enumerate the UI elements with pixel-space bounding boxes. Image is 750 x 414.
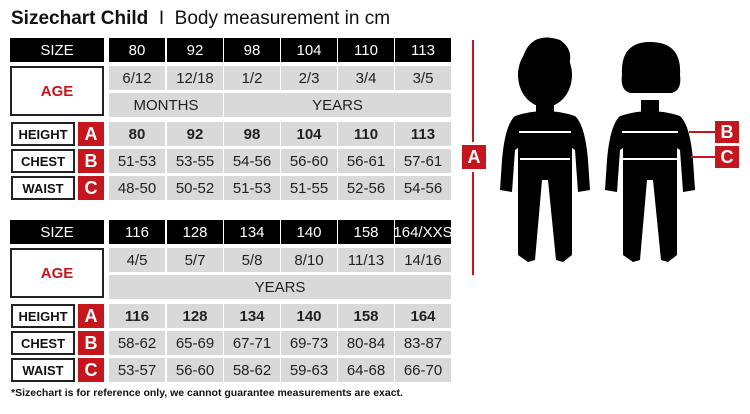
chest-cell: 56-61	[338, 149, 394, 173]
size-header-cell: 164/XXS	[393, 220, 453, 244]
height-cell: 104	[281, 122, 337, 146]
chest-cell: 51-53	[109, 149, 165, 173]
age-cell: 5/8	[224, 248, 280, 272]
height-cell: 98	[224, 122, 280, 146]
girl-silhouette	[605, 42, 695, 262]
age-cell: 14/16	[395, 248, 451, 272]
letter-c-badge: C	[78, 176, 104, 200]
chest-cell: 80-84	[338, 331, 394, 355]
waist-label: WAIST	[11, 176, 75, 200]
boy-silhouette	[500, 37, 590, 262]
waist-cell: 53-57	[109, 358, 165, 382]
size-header-cell: 92	[167, 38, 223, 62]
letter-b-badge: B	[78, 149, 104, 173]
waist-cell: 66-70	[395, 358, 451, 382]
chest-cell: 56-60	[281, 149, 337, 173]
size-header-cell: 98	[224, 38, 280, 62]
age-cell: 8/10	[281, 248, 337, 272]
size-header-cell: 113	[395, 38, 451, 62]
size-header-label: SIZE	[10, 38, 104, 62]
marker-b: B	[715, 121, 739, 143]
age-unit-cell: YEARS	[109, 275, 451, 299]
chest-cell: 65-69	[167, 331, 223, 355]
size-header-cell: 104	[281, 38, 337, 62]
waist-cell: 51-53	[224, 176, 280, 200]
letter-b-badge: B	[78, 331, 104, 355]
chest-cell: 57-61	[395, 149, 451, 173]
waist-cell: 64-68	[338, 358, 394, 382]
letter-a-badge: A	[78, 122, 104, 146]
chest-cell: 58-62	[109, 331, 165, 355]
chest-cell: 54-56	[224, 149, 280, 173]
waist-cell: 56-60	[167, 358, 223, 382]
age-cell: 11/13	[338, 248, 394, 272]
chest-cell: 67-71	[224, 331, 280, 355]
marker-c: C	[715, 146, 739, 168]
marker-a: A	[462, 145, 486, 169]
chest-cell: 69-73	[281, 331, 337, 355]
age-label: AGE	[10, 66, 104, 116]
waist-cell: 54-56	[395, 176, 451, 200]
chest-cell: 53-55	[167, 149, 223, 173]
title-subtitle: Body measurement in cm	[174, 8, 391, 29]
height-cell: 158	[338, 304, 394, 328]
height-cell: 80	[109, 122, 165, 146]
age-label: AGE	[10, 248, 104, 298]
size-header-cell: 110	[338, 38, 394, 62]
height-cell: 113	[395, 122, 451, 146]
height-label: HEIGHT	[11, 122, 75, 146]
waist-cell: 50-52	[167, 176, 223, 200]
waist-cell: 58-62	[224, 358, 280, 382]
height-cell: 116	[109, 304, 165, 328]
age-cell: 4/5	[109, 248, 165, 272]
page-title: Sizechart Child I Body measurement in cm	[11, 8, 390, 30]
chest-label: CHEST	[11, 331, 75, 355]
size-header-cell: 140	[281, 220, 337, 244]
age-cell: 6/12	[109, 66, 165, 90]
size-header-cell: 158	[338, 220, 394, 244]
waist-cell: 51-55	[281, 176, 337, 200]
child-silhouettes-figure	[472, 37, 715, 275]
height-cell: 164	[395, 304, 451, 328]
age-cell: 1/2	[224, 66, 280, 90]
chest-label: CHEST	[11, 149, 75, 173]
size-header-cell: 134	[224, 220, 280, 244]
chest-cell: 83-87	[395, 331, 451, 355]
waist-label: WAIST	[11, 358, 75, 382]
size-header-label: SIZE	[10, 220, 104, 244]
letter-c-badge: C	[78, 358, 104, 382]
age-unit-cell: MONTHS	[109, 93, 223, 117]
height-cell: 140	[281, 304, 337, 328]
height-cell: 128	[167, 304, 223, 328]
height-label: HEIGHT	[11, 304, 75, 328]
title-separator: I	[158, 8, 165, 29]
letter-a-badge: A	[78, 304, 104, 328]
waist-cell: 52-56	[338, 176, 394, 200]
age-cell: 3/4	[338, 66, 394, 90]
height-cell: 134	[224, 304, 280, 328]
age-cell: 12/18	[167, 66, 223, 90]
age-cell: 2/3	[281, 66, 337, 90]
waist-cell: 48-50	[109, 176, 165, 200]
height-cell: 92	[167, 122, 223, 146]
height-cell: 110	[338, 122, 394, 146]
title-bold: Sizechart Child	[11, 8, 149, 29]
age-cell: 5/7	[167, 248, 223, 272]
size-header-cell: 80	[109, 38, 165, 62]
footnote: *Sizechart is for reference only, we can…	[11, 387, 403, 399]
age-cell: 3/5	[395, 66, 451, 90]
size-header-cell: 116	[109, 220, 165, 244]
age-unit-cell: YEARS	[224, 93, 451, 117]
size-header-cell: 128	[167, 220, 223, 244]
waist-cell: 59-63	[281, 358, 337, 382]
